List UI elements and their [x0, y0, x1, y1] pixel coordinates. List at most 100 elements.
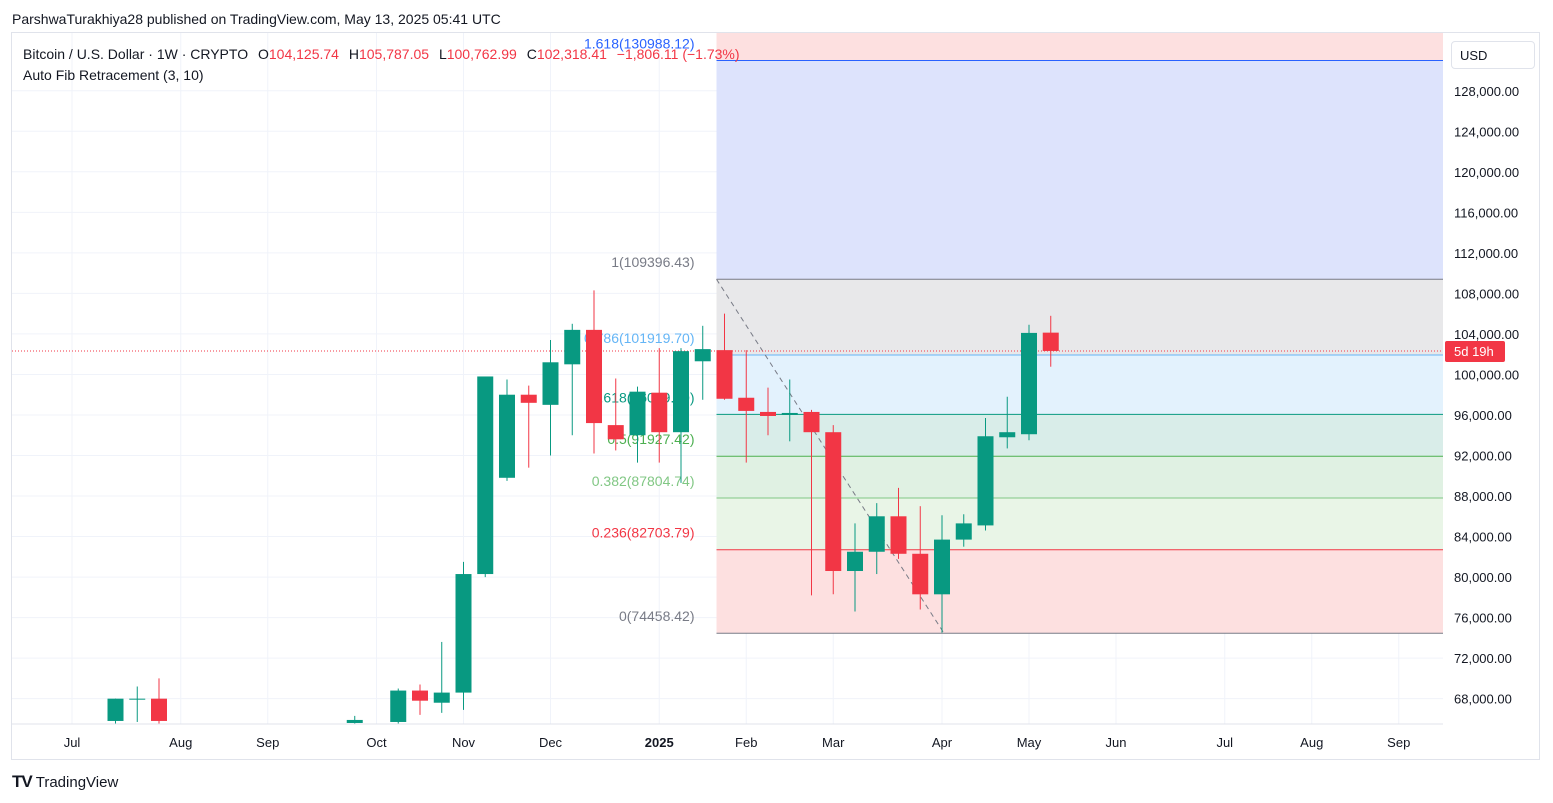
time-tick-label: Jul: [1216, 735, 1233, 750]
time-tick-label: Oct: [366, 735, 387, 750]
candle-body: [129, 698, 146, 700]
candle-body: [934, 539, 950, 595]
fib-level-label: 0.5(91927.42): [607, 431, 694, 447]
candle: [542, 339, 559, 456]
candle-body: [1042, 332, 1059, 351]
low-label: L: [438, 46, 447, 62]
close-label: C: [526, 46, 537, 62]
fib-level-label: 1.618(130988.12): [584, 35, 695, 51]
candle: [499, 379, 515, 481]
candle: [151, 678, 167, 724]
price-tick-label: 112,000.00: [1454, 246, 1518, 261]
time-tick-label: Dec: [539, 735, 563, 750]
candle: [955, 514, 972, 547]
fib-zone: [716, 60, 1443, 280]
candle-body: [107, 698, 124, 721]
candle: [586, 290, 602, 454]
candle: [1042, 315, 1059, 367]
candle-body: [825, 432, 842, 572]
time-tick-label: Aug: [1300, 735, 1323, 750]
candle-body: [412, 690, 428, 701]
time-tick-label: May: [1017, 735, 1042, 750]
candle: [716, 313, 733, 400]
candle-body: [629, 391, 646, 436]
fib-level-label: 0.382(87804.74): [592, 473, 695, 489]
candle-body: [542, 362, 559, 405]
candle-body: [564, 329, 581, 365]
candle-body: [455, 574, 472, 693]
candle: [760, 387, 776, 436]
time-axis[interactable]: Jul Aug Sep Oct Nov Dec 2025 Feb Mar Apr May Jun Jul…: [12, 723, 1443, 750]
chart-frame: [11, 32, 1540, 760]
time-tick-label: Sep: [256, 735, 279, 750]
candle: [977, 418, 994, 531]
open-value: 104,125.74: [268, 46, 339, 62]
candle-body: [781, 412, 798, 415]
candle: [847, 523, 863, 612]
candle: [912, 506, 929, 610]
candle: [1021, 324, 1037, 441]
time-tick-label: 2025: [645, 735, 674, 750]
price-tick-label: 72,000.00: [1454, 651, 1512, 666]
candlestick-chart[interactable]: 1.618(130988.12) 1(109396.43) 0.786(101919…: [12, 33, 1539, 759]
candle-body: [1021, 332, 1037, 435]
candle-body: [520, 394, 537, 403]
price-tick-label: 92,000.00: [1454, 449, 1512, 464]
time-tick-label: Aug: [169, 735, 192, 750]
high-label: H: [348, 46, 359, 62]
time-tick-label: Sep: [1387, 735, 1410, 750]
fib-zone: [716, 354, 1443, 415]
publish-attribution: ParshwaTurakhiya28 published on TradingV…: [12, 11, 501, 27]
candle: [455, 561, 472, 710]
candle: [346, 715, 363, 724]
candle: [890, 487, 907, 559]
price-tick-label: 88,000.00: [1454, 489, 1512, 504]
price-axis[interactable]: 68,000.00 72,000.00 76,000.00 80,000.00 84,0…: [1444, 33, 1539, 759]
indicator-legend[interactable]: Auto Fib Retracement (3, 10): [23, 67, 204, 83]
candle-body: [651, 392, 668, 433]
tradingview-footer[interactable]: TV TradingView: [12, 772, 118, 792]
candle: [738, 350, 755, 463]
candle-body: [716, 350, 733, 399]
price-tick-label: 128,000.00: [1454, 84, 1519, 99]
fib-level-label: 0.236(82703.79): [592, 525, 695, 541]
price-tick-label: 76,000.00: [1454, 611, 1512, 626]
candle-body: [738, 397, 755, 411]
symbol-legend: Bitcoin / U.S. Dollar · 1W · CRYPTO O104…: [23, 46, 740, 62]
candles: [107, 290, 1059, 724]
fib-level-label: 0(74458.42): [619, 608, 695, 624]
candle-body: [977, 436, 994, 526]
candle: [781, 379, 798, 442]
candle: [673, 348, 689, 483]
candle-body: [499, 394, 515, 478]
candle-body: [694, 349, 711, 362]
high-value: 105,787.05: [358, 46, 430, 62]
currency-button[interactable]: USD: [1451, 41, 1535, 69]
candle: [694, 325, 711, 400]
symbol-title: Bitcoin / U.S. Dollar · 1W · CRYPTO: [23, 46, 249, 62]
fib-level-label: 0.786(101919.70): [584, 330, 695, 346]
time-tick-label: Jul: [64, 735, 81, 750]
candle: [999, 396, 1016, 449]
candle-body: [433, 692, 450, 703]
countdown-badge: [1445, 340, 1505, 362]
time-tick-label: Apr: [932, 735, 953, 750]
candle: [934, 515, 950, 633]
price-axis-bg: [1444, 33, 1539, 759]
candle-body: [847, 551, 863, 572]
open-label: O: [257, 46, 269, 62]
change-value: −1,806.11 (−1.73%): [616, 46, 740, 62]
candle-body: [607, 425, 624, 440]
time-tick-label: Nov: [452, 735, 476, 750]
candle-body: [912, 553, 929, 595]
fib-retracement[interactable]: 1.618(130988.12) 1(109396.43) 0.786(101919…: [584, 33, 1443, 634]
price-tick-label: 100,000.00: [1454, 367, 1519, 382]
price-tick-label: 116,000.00: [1454, 205, 1518, 220]
candle: [868, 503, 885, 575]
candle: [390, 688, 407, 724]
countdown-label: 5d 19h: [1454, 344, 1494, 359]
price-tick-label: 80,000.00: [1454, 570, 1512, 585]
fib-zone: [716, 279, 1443, 355]
candle-body: [477, 376, 494, 575]
candle-body: [955, 523, 972, 540]
